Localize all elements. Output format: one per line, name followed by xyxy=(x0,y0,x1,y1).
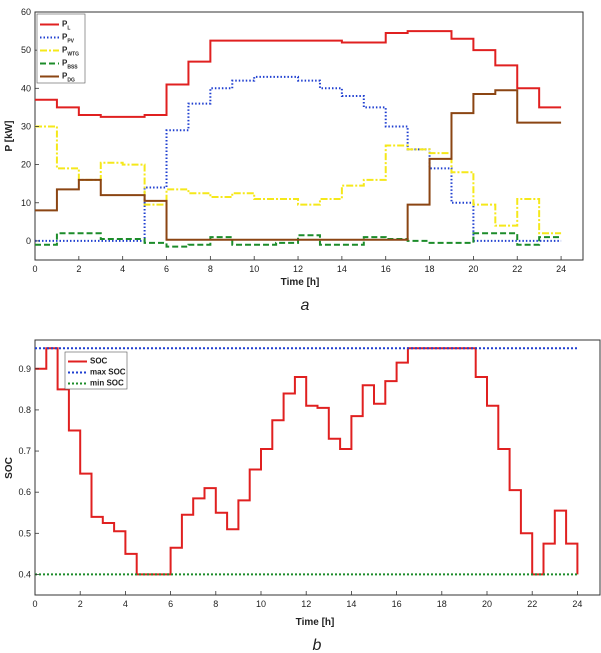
y-tick-label: 0.7 xyxy=(18,446,31,456)
x-tick-label: 10 xyxy=(249,264,259,274)
legend-label: PDG xyxy=(62,72,75,84)
x-tick-label: 4 xyxy=(123,599,128,609)
plot-area-a xyxy=(34,11,584,261)
panel-label-b: b xyxy=(313,637,322,653)
x-tick-label: 18 xyxy=(437,599,447,609)
x-tick-label: 6 xyxy=(164,264,169,274)
legend-label-main: SOC xyxy=(90,357,108,366)
series-line-pv xyxy=(35,75,562,242)
x-axis-label-a: Time [h] xyxy=(281,277,320,288)
legend-label-main: P xyxy=(62,46,68,55)
series-line-l xyxy=(35,30,562,118)
legend-label: PBSS xyxy=(62,59,78,71)
y-tick-label: 50 xyxy=(21,45,31,55)
x-tick-label: 4 xyxy=(120,264,125,274)
x-tick-label: 14 xyxy=(346,599,356,609)
x-tick-label: 22 xyxy=(512,264,522,274)
series-group-b xyxy=(35,347,579,576)
legend-label-main: P xyxy=(62,72,68,81)
series-line-soc xyxy=(35,347,579,576)
legend-label-sub: BSS xyxy=(67,65,78,71)
x-tick-label: 20 xyxy=(468,264,478,274)
legend-label-main: P xyxy=(62,33,68,42)
legend-label-sub: PV xyxy=(67,39,74,45)
x-tick-label: 14 xyxy=(337,264,347,274)
y-axis-label-a: P [kW] xyxy=(4,121,15,152)
x-tick-label: 0 xyxy=(32,599,37,609)
y-tick-label: 60 xyxy=(21,7,31,17)
series-line-dg xyxy=(35,89,562,241)
x-tick-label: 20 xyxy=(482,599,492,609)
x-tick-label: 0 xyxy=(32,264,37,274)
x-axis-label-b: Time [h] xyxy=(296,617,335,628)
legend-label-main: max SOC xyxy=(90,368,126,377)
plot-area-b xyxy=(34,339,601,596)
x-tick-label: 22 xyxy=(527,599,537,609)
legend-label-sub: DG xyxy=(67,78,75,84)
x-tick-label: 2 xyxy=(76,264,81,274)
y-tick-label: 10 xyxy=(21,198,31,208)
ticks-b: 0 2 4 6 8 10 12 14 16 18 20 22 240.40.50.60.70.80.9 xyxy=(18,364,582,609)
x-tick-label: 18 xyxy=(425,264,435,274)
x-tick-label: 6 xyxy=(168,599,173,609)
x-tick-label: 24 xyxy=(572,599,582,609)
legend-label: max SOC xyxy=(90,368,126,377)
x-tick-label: 2 xyxy=(78,599,83,609)
legend-label-main: min SOC xyxy=(90,379,124,388)
y-tick-label: 0.8 xyxy=(18,405,31,415)
legend-label: min SOC xyxy=(90,379,124,388)
legend-b: SOC max SOC min SOC xyxy=(64,351,128,390)
y-tick-label: 20 xyxy=(21,160,31,170)
legend-label-main: P xyxy=(62,59,68,68)
y-tick-label: 40 xyxy=(21,83,31,93)
chart-panel-b: 0 2 4 6 8 10 12 14 16 18 20 22 240.40.50.60.70.80.9 … xyxy=(4,339,601,653)
x-tick-label: 12 xyxy=(301,599,311,609)
legend-label: PPV xyxy=(62,33,75,45)
legend-label: PWTG xyxy=(62,46,79,58)
y-tick-label: 0.6 xyxy=(18,487,31,497)
y-tick-label: 0.5 xyxy=(18,528,31,538)
series-line-wtg xyxy=(35,125,562,235)
x-tick-label: 16 xyxy=(392,599,402,609)
y-tick-label: 30 xyxy=(21,121,31,131)
y-tick-label: 0.9 xyxy=(18,364,31,374)
legend-label-sub: WTG xyxy=(67,52,79,58)
x-tick-label: 10 xyxy=(256,599,266,609)
legend-label: SOC xyxy=(90,357,108,366)
legend-box xyxy=(64,351,128,390)
x-tick-label: 8 xyxy=(213,599,218,609)
x-tick-label: 12 xyxy=(293,264,303,274)
y-tick-label: 0.4 xyxy=(18,569,31,579)
y-axis-label-b: SOC xyxy=(4,457,15,479)
legend-label: PL xyxy=(62,20,70,32)
series-group-a xyxy=(35,30,562,248)
panel-label-a: a xyxy=(301,297,310,314)
legend-label-sub: L xyxy=(67,26,70,32)
legend-label-main: P xyxy=(62,20,68,29)
x-tick-label: 24 xyxy=(556,264,566,274)
x-tick-label: 8 xyxy=(208,264,213,274)
y-tick-label: 0 xyxy=(26,236,31,246)
x-tick-label: 16 xyxy=(381,264,391,274)
